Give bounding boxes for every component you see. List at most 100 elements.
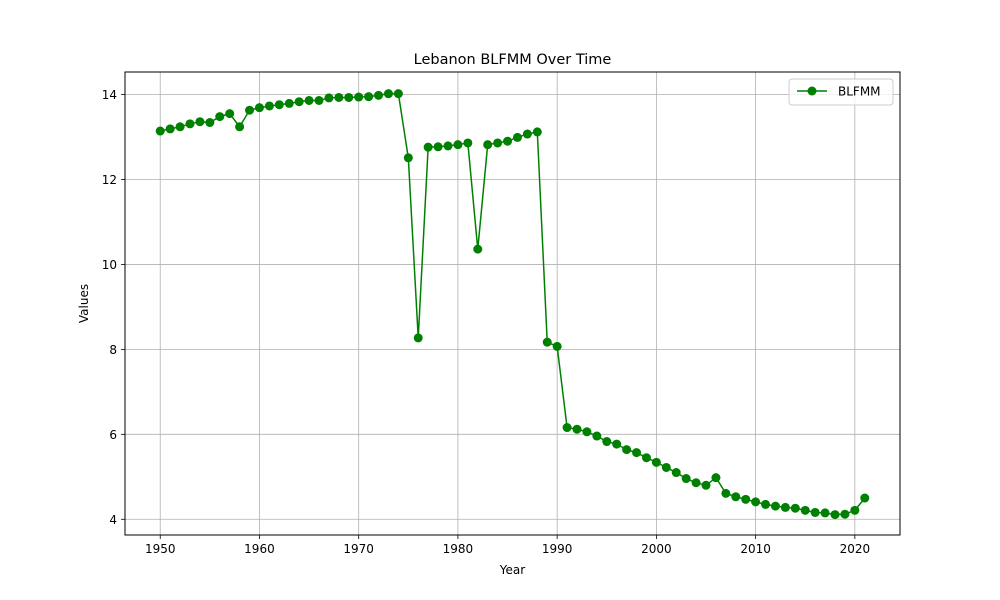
data-point (622, 445, 632, 455)
data-point (433, 142, 443, 152)
legend: BLFMM (788, 78, 894, 106)
data-point (562, 423, 572, 433)
data-point (463, 138, 473, 148)
series-layer (155, 89, 870, 520)
data-point (354, 92, 364, 102)
data-point (761, 499, 771, 509)
data-point (155, 126, 165, 136)
data-point (632, 448, 642, 458)
data-point (532, 127, 542, 137)
data-point (671, 468, 681, 478)
data-point (274, 100, 284, 110)
x-tick-label: 2000 (641, 542, 672, 556)
data-point (364, 92, 374, 102)
data-point (324, 93, 334, 103)
data-point (741, 494, 751, 504)
data-point (254, 103, 264, 113)
data-point (483, 140, 493, 150)
data-point (582, 427, 592, 437)
x-tick-label: 1980 (443, 542, 474, 556)
data-point (721, 488, 731, 498)
data-point (493, 138, 503, 148)
data-point (165, 124, 175, 134)
data-point (473, 244, 483, 254)
grid-lines (125, 72, 900, 535)
data-point (651, 457, 661, 467)
data-point (185, 119, 195, 129)
data-point (681, 474, 691, 484)
legend-box (788, 78, 894, 106)
data-point (235, 122, 245, 132)
data-point (383, 89, 393, 99)
data-point (304, 95, 314, 105)
plot-frame (124, 71, 901, 536)
x-axis-label: Year (499, 563, 525, 577)
data-point (612, 439, 622, 449)
x-tick-label: 1990 (542, 542, 573, 556)
data-point (423, 142, 433, 152)
data-point (175, 122, 185, 132)
y-tick-label: 8 (109, 343, 117, 357)
data-point (453, 140, 463, 150)
data-point (701, 480, 711, 490)
plot-area (125, 72, 900, 535)
data-point (770, 501, 780, 511)
data-point (830, 510, 840, 520)
data-point (542, 337, 552, 347)
x-axis: 1950 1960 1970 1980 1990 2000 2010 2020 (145, 535, 870, 556)
y-tick-label: 14 (102, 88, 117, 102)
y-tick-label: 4 (109, 513, 117, 527)
x-tick-label: 2010 (740, 542, 771, 556)
data-point (195, 117, 205, 127)
legend-marker-swatch (807, 86, 817, 96)
data-point (850, 505, 860, 515)
x-tick-label: 1950 (145, 542, 176, 556)
data-point (780, 502, 790, 512)
data-point (374, 90, 384, 100)
legend-label: BLFMM (838, 85, 881, 99)
data-point (503, 136, 513, 146)
data-point (215, 112, 225, 122)
data-point (751, 497, 761, 507)
data-point (552, 341, 562, 351)
data-point (800, 505, 810, 515)
chart-title: Lebanon BLFMM Over Time (414, 52, 612, 68)
y-tick-label: 6 (109, 428, 117, 442)
data-point (344, 92, 354, 102)
data-point (205, 118, 215, 128)
data-point (245, 105, 255, 115)
x-tick-label: 2020 (840, 542, 871, 556)
data-point (592, 431, 602, 441)
data-point (522, 129, 532, 139)
data-point (661, 462, 671, 472)
data-point (860, 493, 870, 503)
data-point (731, 492, 741, 502)
data-point (314, 95, 324, 105)
y-axis: 4 6 8 10 12 14 (102, 88, 125, 527)
data-point (443, 141, 453, 151)
y-axis-label: Values (77, 284, 91, 323)
data-point (820, 508, 830, 518)
data-point (810, 507, 820, 517)
data-point (840, 509, 850, 519)
data-point (413, 333, 423, 343)
data-point (334, 92, 344, 102)
y-tick-label: 10 (102, 258, 117, 272)
data-point (512, 132, 522, 142)
data-point (403, 153, 413, 163)
data-point (393, 89, 403, 99)
x-tick-label: 1960 (244, 542, 275, 556)
data-point (284, 98, 294, 108)
data-point (641, 453, 651, 463)
data-point (294, 97, 304, 107)
data-point (264, 101, 274, 111)
data-point (790, 503, 800, 513)
data-point (602, 437, 612, 447)
y-tick-label: 12 (102, 173, 117, 187)
data-point (711, 473, 721, 483)
data-point (572, 424, 582, 434)
x-tick-label: 1970 (343, 542, 374, 556)
data-point (225, 109, 235, 119)
data-point (691, 478, 701, 488)
